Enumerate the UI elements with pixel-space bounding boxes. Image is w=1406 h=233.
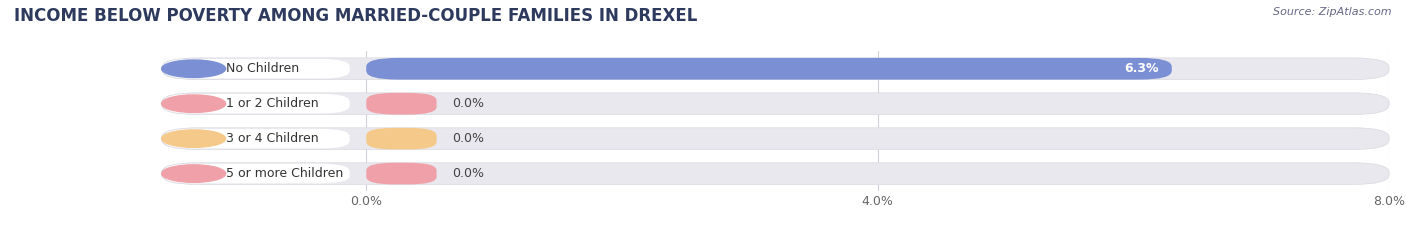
Text: 0.0%: 0.0%: [451, 132, 484, 145]
FancyBboxPatch shape: [162, 128, 1389, 150]
Text: 1 or 2 Children: 1 or 2 Children: [225, 97, 318, 110]
FancyBboxPatch shape: [366, 93, 437, 115]
Text: 3 or 4 Children: 3 or 4 Children: [225, 132, 318, 145]
Text: INCOME BELOW POVERTY AMONG MARRIED-COUPLE FAMILIES IN DREXEL: INCOME BELOW POVERTY AMONG MARRIED-COUPL…: [14, 7, 697, 25]
Text: Source: ZipAtlas.com: Source: ZipAtlas.com: [1274, 7, 1392, 17]
Text: No Children: No Children: [225, 62, 298, 75]
Circle shape: [162, 60, 225, 78]
FancyBboxPatch shape: [366, 58, 1171, 80]
Text: 0.0%: 0.0%: [451, 97, 484, 110]
FancyBboxPatch shape: [165, 129, 350, 148]
FancyBboxPatch shape: [162, 163, 1389, 185]
Text: 6.3%: 6.3%: [1125, 62, 1159, 75]
FancyBboxPatch shape: [366, 128, 437, 150]
Circle shape: [162, 130, 225, 147]
FancyBboxPatch shape: [165, 94, 350, 113]
FancyBboxPatch shape: [162, 58, 1389, 80]
Text: 0.0%: 0.0%: [451, 167, 484, 180]
Circle shape: [162, 165, 225, 182]
FancyBboxPatch shape: [366, 163, 437, 185]
Text: 5 or more Children: 5 or more Children: [225, 167, 343, 180]
FancyBboxPatch shape: [165, 164, 350, 183]
FancyBboxPatch shape: [165, 59, 350, 79]
Circle shape: [162, 95, 225, 113]
FancyBboxPatch shape: [162, 93, 1389, 115]
